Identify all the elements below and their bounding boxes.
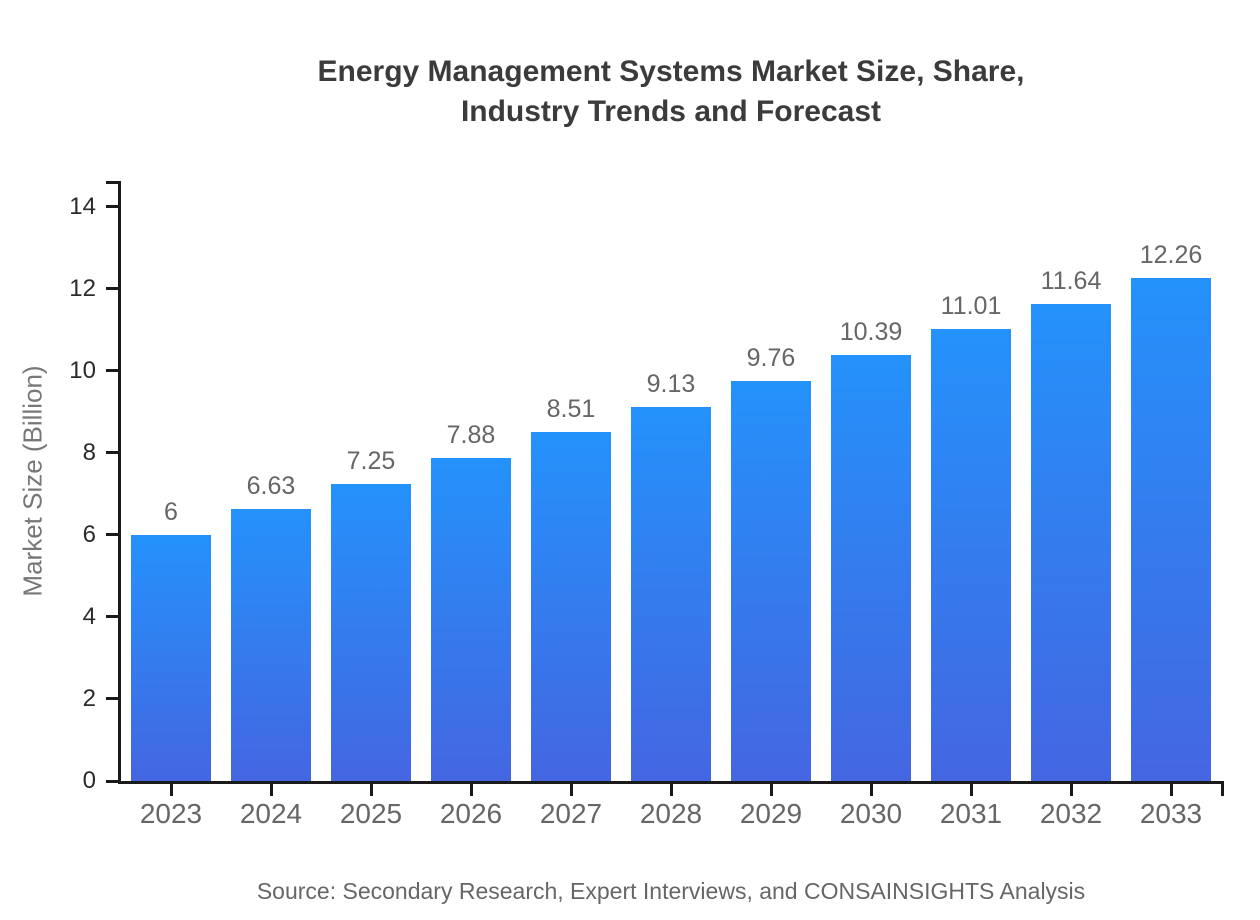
bar — [1131, 278, 1211, 781]
bar-value-label: 8.51 — [546, 395, 596, 423]
bar — [1031, 303, 1111, 781]
bar — [231, 509, 311, 781]
x-tick — [469, 784, 473, 796]
x-tick — [869, 784, 873, 796]
x-axis-line — [118, 781, 1224, 784]
bar-value-label: 9.13 — [646, 369, 696, 398]
x-tick-label: 2027 — [539, 798, 603, 829]
y-tick — [106, 615, 118, 619]
x-tick — [569, 784, 573, 796]
bar — [631, 406, 711, 781]
x-tick-label: 2029 — [739, 798, 803, 829]
x-tick-label: 2024 — [239, 798, 303, 829]
bar-value-label: 11.01 — [940, 292, 1002, 321]
y-tick — [106, 533, 118, 537]
bar — [731, 380, 811, 781]
y-tick — [106, 779, 118, 783]
y-tick — [106, 205, 118, 209]
x-tick — [169, 784, 173, 796]
bar-value-label: 7.25 — [346, 446, 396, 475]
bar — [331, 483, 411, 781]
bar-value-label: 12.26 — [1139, 241, 1203, 270]
bar — [431, 457, 511, 781]
y-tick — [106, 287, 118, 291]
bar-value-label: 7.88 — [446, 420, 496, 449]
y-axis-label: Market Size (Billion) — [17, 365, 48, 597]
y-tick-label: 0 — [82, 767, 96, 794]
bar-value-label: 6 — [164, 497, 178, 526]
x-tick — [669, 784, 673, 796]
y-tick-label: 12 — [69, 274, 96, 302]
x-tick — [369, 784, 373, 796]
bar-value-label: 10.39 — [839, 317, 903, 346]
x-tick — [1169, 784, 1173, 796]
y-tick — [106, 451, 118, 455]
bar — [531, 432, 611, 781]
x-axis-end-cap — [1221, 784, 1224, 796]
x-tick — [969, 784, 973, 796]
source-note: Source: Secondary Research, Expert Inter… — [256, 878, 1086, 904]
y-tick-label: 4 — [82, 602, 96, 630]
bar-value-label: 6.63 — [246, 472, 296, 501]
x-tick — [1069, 784, 1073, 796]
x-tick — [769, 784, 773, 796]
y-axis-top-cap — [106, 181, 118, 184]
chart-title-line-1: Energy Management Systems Market Size, S… — [317, 55, 1025, 88]
x-tick-label: 2032 — [1039, 798, 1103, 829]
bar — [931, 329, 1011, 781]
chart-title-line-2: Industry Trends and Forecast — [460, 95, 882, 128]
bar-value-label: 9.76 — [746, 343, 796, 372]
x-tick-label: 2033 — [1139, 798, 1203, 829]
x-tick — [269, 784, 273, 796]
x-tick-label: 2025 — [339, 798, 403, 829]
x-tick-label: 2030 — [839, 798, 903, 829]
plot-area: 6 6.63 7.25 7.88 8.51 9.13 9.76 10.39 11.01 11.64… — [121, 181, 1221, 781]
x-tick-label: 2026 — [439, 798, 503, 829]
chart-title: Energy Management Systems Market Size, S… — [121, 52, 1221, 132]
y-tick — [106, 369, 118, 373]
y-tick-label: 2 — [82, 684, 96, 712]
bar — [131, 534, 211, 781]
y-tick — [106, 697, 118, 701]
bar — [831, 354, 911, 781]
y-tick-label: 14 — [69, 192, 96, 220]
x-tick-label: 2023 — [139, 798, 203, 829]
x-tick-label: 2028 — [639, 798, 703, 829]
bar-value-label: 11.64 — [1040, 266, 1102, 295]
x-tick-label: 2031 — [939, 798, 1003, 829]
